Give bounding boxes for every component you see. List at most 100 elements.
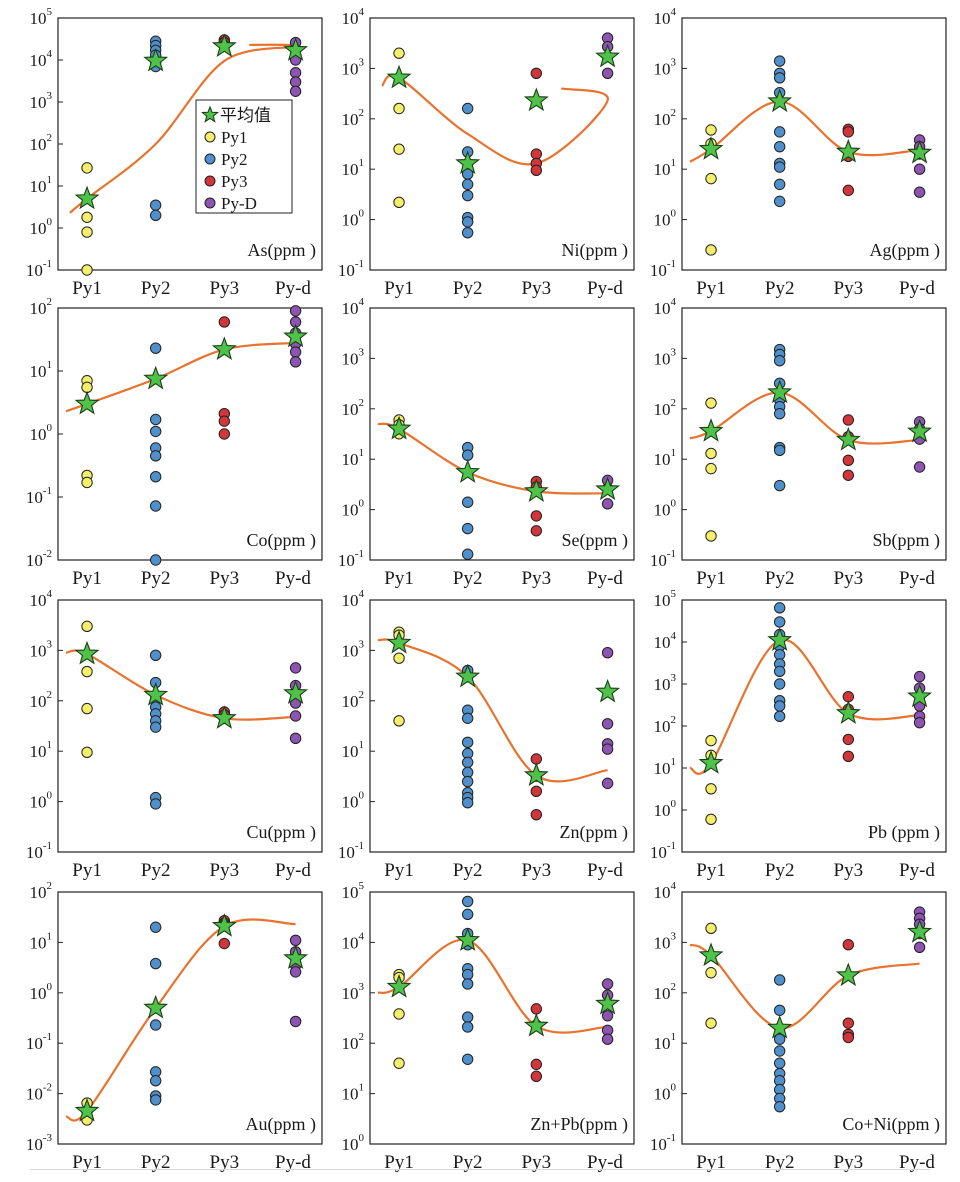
data-point-py-d bbox=[601, 777, 614, 790]
data-point-py3 bbox=[842, 126, 855, 138]
data-point-py2 bbox=[773, 355, 786, 367]
y-tick-label: 104 bbox=[342, 296, 365, 318]
plot-frame bbox=[681, 17, 947, 271]
element-label: Pb (ppm ) bbox=[868, 822, 940, 843]
mean-star-py1 bbox=[74, 390, 100, 415]
x-tick-label-py2: Py2 bbox=[453, 568, 483, 589]
plot-frame bbox=[57, 599, 323, 853]
element-label: Zn(ppm ) bbox=[560, 822, 628, 843]
x-tick-label-py-d: Py-d bbox=[587, 568, 623, 589]
y-tick-label: 101 bbox=[654, 157, 677, 179]
y-tick-label: 102 bbox=[654, 107, 677, 129]
mean-star-py1 bbox=[74, 640, 100, 665]
data-point-py1 bbox=[81, 665, 93, 678]
x-tick-label-py1: Py1 bbox=[384, 278, 414, 299]
mean-star-py1 bbox=[386, 973, 412, 998]
plot-frame bbox=[369, 599, 635, 853]
data-point-py-d bbox=[913, 461, 926, 473]
mean-star-py3 bbox=[523, 762, 549, 787]
data-point-py-d bbox=[601, 647, 614, 659]
y-tick-label: 101 bbox=[30, 739, 53, 761]
data-point-py-d bbox=[289, 934, 302, 947]
plot-frame bbox=[57, 307, 323, 561]
data-point-py2 bbox=[773, 55, 786, 67]
mean-star-py2 bbox=[455, 663, 481, 688]
element-label: Co+Ni(ppm ) bbox=[842, 1114, 940, 1135]
x-tick-label-py2: Py2 bbox=[141, 1152, 171, 1173]
data-point-py1 bbox=[393, 1008, 405, 1020]
mean-star-py3 bbox=[211, 33, 237, 58]
data-point-py2 bbox=[461, 449, 474, 461]
x-tick-label-py2: Py2 bbox=[765, 860, 795, 881]
data-point-py2 bbox=[461, 968, 474, 981]
data-point-py1 bbox=[393, 143, 405, 155]
y-tick-label: 104 bbox=[30, 588, 53, 610]
mean-star-py3 bbox=[211, 913, 237, 937]
data-point-py3 bbox=[842, 750, 855, 762]
x-tick-label-py-d: Py-d bbox=[899, 860, 935, 881]
data-point-py3 bbox=[530, 525, 543, 537]
data-point-py2 bbox=[461, 522, 474, 535]
x-tick-label-py3: Py3 bbox=[210, 1152, 240, 1173]
data-point-py1 bbox=[705, 922, 717, 935]
data-point-py1 bbox=[393, 102, 405, 115]
y-tick-label: 102 bbox=[342, 1031, 365, 1053]
data-point-py1 bbox=[705, 124, 717, 136]
data-point-py2 bbox=[149, 554, 162, 566]
y-tick-label: 100 bbox=[342, 208, 365, 230]
mean-star-py2 bbox=[143, 47, 169, 72]
data-point-py2 bbox=[773, 710, 786, 723]
x-tick-label-py1: Py1 bbox=[72, 860, 102, 881]
data-point-py-d bbox=[289, 305, 302, 317]
element-label: Zn+Pb(ppm ) bbox=[530, 1114, 628, 1135]
data-point-py3 bbox=[530, 1058, 543, 1071]
y-tick-label: 103 bbox=[342, 981, 365, 1003]
mean-star-py2 bbox=[143, 681, 169, 706]
y-tick-label: 10-2 bbox=[26, 1082, 52, 1104]
x-tick-label-py3: Py3 bbox=[210, 860, 240, 881]
data-point-py2 bbox=[773, 407, 786, 420]
data-point-py2 bbox=[149, 450, 162, 462]
y-tick-label: 103 bbox=[654, 930, 677, 952]
data-point-py2 bbox=[773, 678, 786, 690]
plot-frame bbox=[57, 891, 323, 1145]
mean-star-py-d bbox=[595, 476, 621, 501]
mean-star-py3 bbox=[835, 426, 861, 451]
panel-10: 10-3 10-2 10-1 100 101 102 Py1 Py2 Py3 Py-d Au(ppm… bbox=[26, 880, 323, 1173]
y-tick-label: 103 bbox=[654, 56, 677, 78]
data-point-py2 bbox=[149, 721, 162, 733]
data-point-py1 bbox=[393, 1057, 405, 1069]
data-point-py1 bbox=[705, 813, 717, 826]
mean-star-py1 bbox=[386, 629, 412, 654]
x-tick-label-py-d: Py-d bbox=[275, 568, 311, 589]
data-point-py1 bbox=[393, 196, 405, 209]
y-tick-label: 104 bbox=[30, 48, 53, 70]
y-tick-label: 104 bbox=[342, 6, 365, 28]
y-tick-label: 102 bbox=[30, 132, 53, 154]
data-point-py-d bbox=[913, 941, 926, 953]
y-tick-label: 103 bbox=[654, 672, 677, 694]
panel-5: 10-1 100 101 102 103 104 Py1 Py2 Py3 Py-d Se(ppm ) bbox=[338, 296, 635, 589]
x-tick-label-py2: Py2 bbox=[141, 278, 171, 299]
y-tick-label: 102 bbox=[654, 397, 677, 419]
x-tick-label-py-d: Py-d bbox=[275, 860, 311, 881]
data-point-py3 bbox=[530, 1003, 543, 1015]
data-point-py1 bbox=[705, 462, 717, 475]
y-tick-label: 102 bbox=[342, 689, 365, 711]
panel-11: 100 101 102 103 104 105 Py1 Py2 Py3 Py-d Zn+Pb(ppm… bbox=[342, 880, 635, 1173]
legend-label-py-d: Py-D bbox=[221, 194, 257, 213]
y-tick-label: 100 bbox=[654, 208, 677, 230]
y-tick-label: 103 bbox=[30, 638, 53, 660]
data-point-py2 bbox=[461, 102, 474, 115]
mean-star-py2 bbox=[767, 379, 793, 404]
data-point-py-d bbox=[913, 670, 926, 683]
data-point-py2 bbox=[773, 1057, 786, 1069]
y-tick-label: 102 bbox=[30, 880, 53, 902]
y-tick-label: 100 bbox=[30, 216, 53, 238]
x-tick-label-py3: Py3 bbox=[522, 1152, 552, 1173]
data-point-py2 bbox=[149, 1075, 162, 1087]
mean-star-py3 bbox=[835, 962, 861, 987]
y-tick-label: 100 bbox=[654, 1082, 677, 1104]
mean-star-py-d bbox=[283, 323, 309, 348]
data-point-py-d bbox=[289, 732, 302, 745]
